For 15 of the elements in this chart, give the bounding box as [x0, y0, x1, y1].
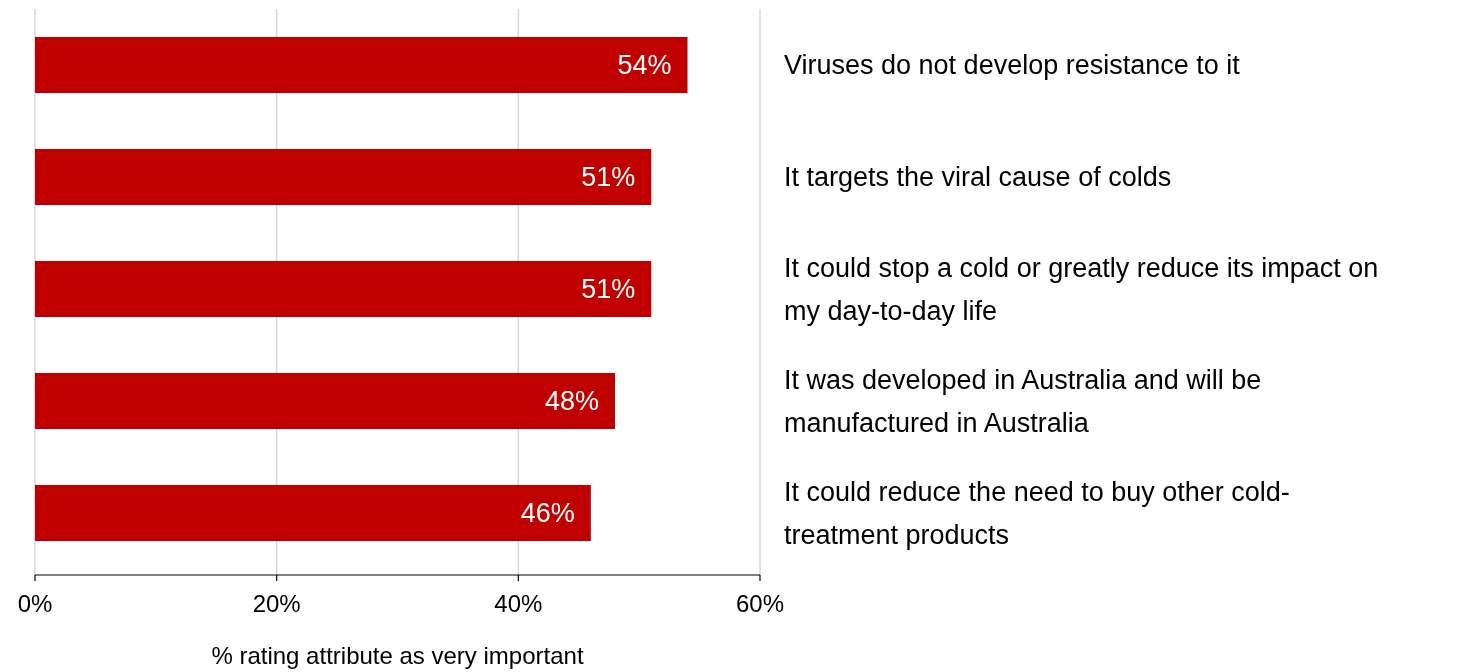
x-tick-label: 20%	[252, 590, 301, 617]
x-tick-label: 0%	[17, 590, 53, 617]
data-label: 51%	[581, 162, 636, 193]
y-tick-label: It could reduce the need to buy other cold-treatment products	[784, 476, 1290, 551]
data-label: 46%	[520, 498, 575, 529]
x-tick-label: 40%	[494, 590, 543, 617]
data-label: 48%	[544, 386, 599, 417]
data-label: 54%	[617, 50, 672, 81]
y-tick-label: It could stop a cold or greatly reduce its impact on my day-to-day life	[784, 252, 1379, 327]
x-axis-title: % rating attribute as very important	[211, 642, 584, 669]
y-tick-label: Viruses do not develop resistance to it	[784, 50, 1241, 81]
x-tick-label: 60%	[735, 590, 785, 617]
data-label: 51%	[581, 274, 636, 305]
y-tick-label: It was developed in Australia and will be manufactured in Australia	[784, 364, 1262, 439]
y-tick-label: It targets the viral cause of colds	[784, 162, 1172, 193]
